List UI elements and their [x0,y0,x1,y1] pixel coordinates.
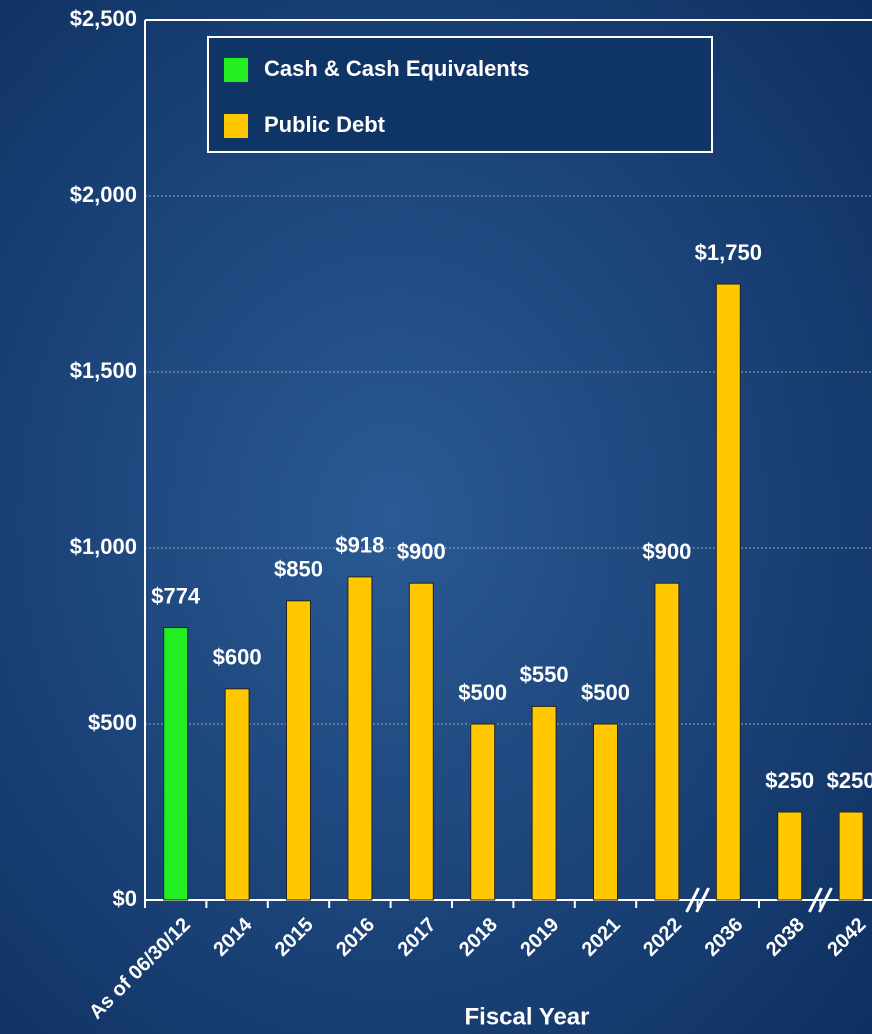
data-label: $900 [642,539,691,564]
axis-break [818,887,833,913]
y-tick-label: $2,000 [70,182,137,207]
bar [224,688,250,901]
axis-break [808,887,823,913]
y-tick-label: $1,500 [70,358,137,383]
data-label: $500 [458,680,507,705]
legend-swatch [224,114,248,138]
bar [163,627,189,901]
legend-label: Cash & Cash Equivalents [264,56,529,81]
data-label: $900 [397,539,446,564]
data-label: $1,750 [695,240,762,265]
bar [531,705,557,901]
legend-box [207,36,713,153]
data-label: $774 [151,583,201,608]
data-label: $850 [274,557,323,582]
data-label: $550 [520,662,569,687]
bar [347,576,373,901]
data-label: $250 [765,768,814,793]
axis-break [695,887,710,913]
bar [286,600,311,901]
axis-break [685,887,700,913]
bar [408,582,434,901]
bar [593,723,618,901]
data-label: $250 [827,768,872,793]
data-label: $918 [335,533,384,558]
data-label: $500 [581,680,630,705]
y-tick-label: $2,500 [70,6,137,31]
data-label: $600 [213,645,262,670]
bar [777,811,803,901]
legend-label: Public Debt [264,112,386,137]
legend-swatch [224,58,248,82]
bar [715,283,741,901]
bar [838,811,864,901]
x-axis-label: Fiscal Year [465,1003,590,1030]
bar [654,582,680,901]
y-tick-label: $0 [113,886,137,911]
y-tick-label: $500 [88,710,137,735]
bar [470,723,496,901]
y-tick-label: $1,000 [70,534,137,559]
